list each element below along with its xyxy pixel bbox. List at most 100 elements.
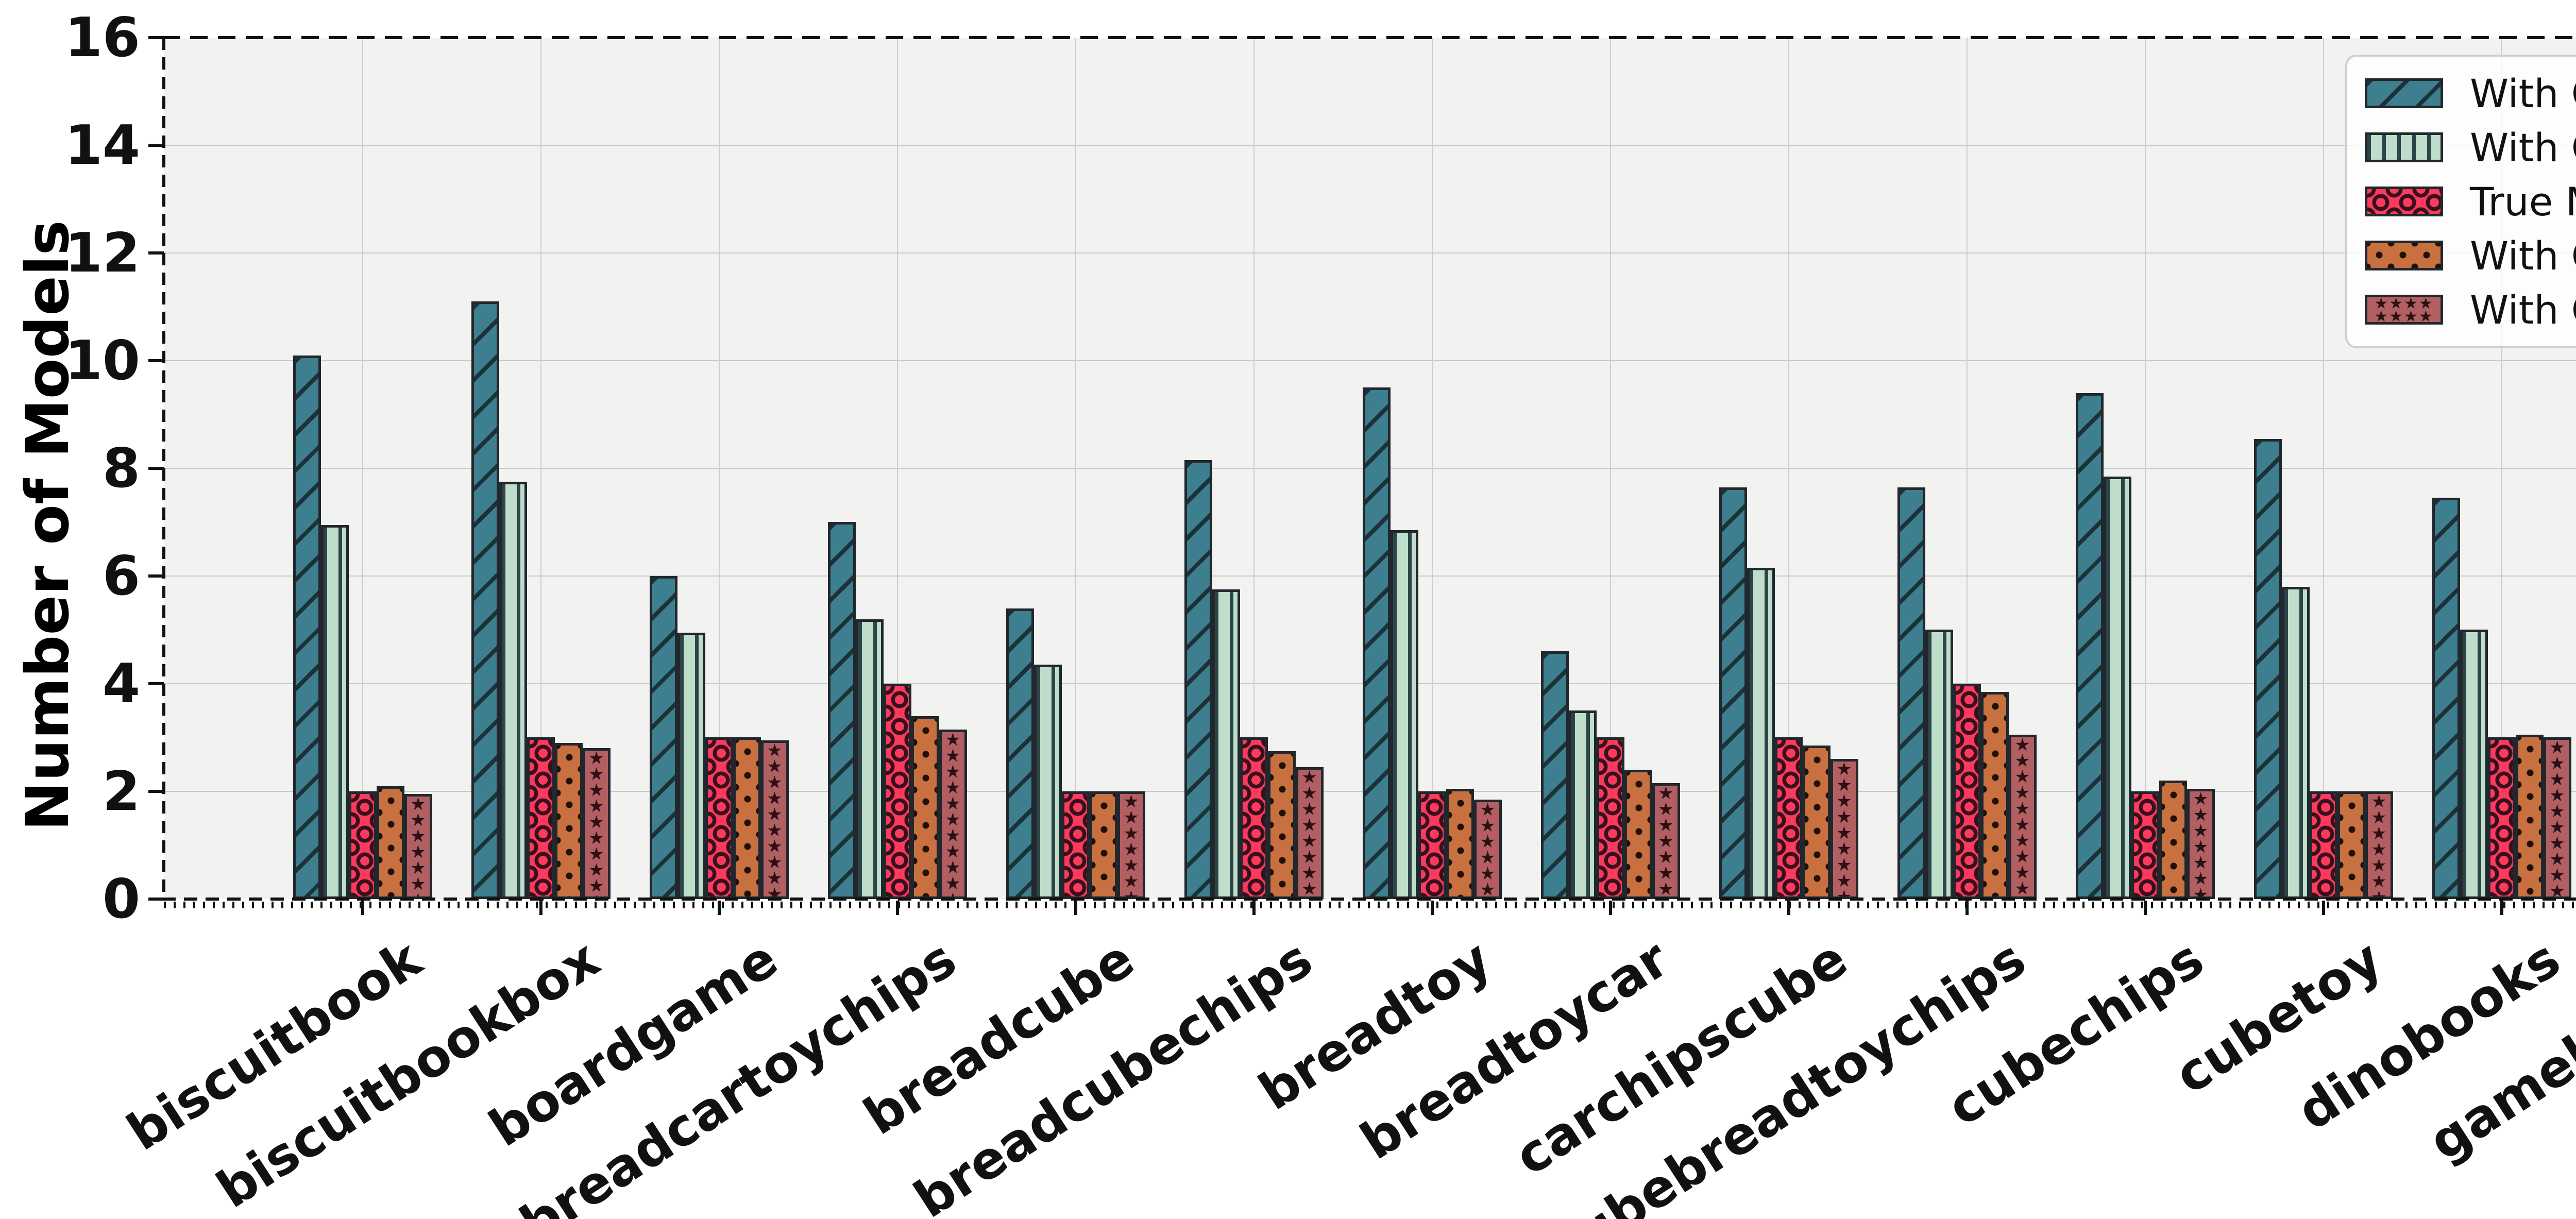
bar <box>705 737 733 899</box>
bar: ★★★★★★★★★★★★★★★★★★★★★★★★★★★★★★★★★★★★★★★★… <box>583 748 611 899</box>
x-axis-minor-ticks <box>164 902 2576 908</box>
plot-area: ★★★★★★ ★★★★★★★★★ ★★★★★★★★★★ ★★★★★★★★★★ ★★★★★… <box>164 38 2576 899</box>
x-tick-mark <box>1074 901 1077 915</box>
bar <box>1719 487 1747 899</box>
y-tick-mark <box>148 574 164 578</box>
gridline-vertical <box>1432 38 1433 899</box>
x-tick-mark <box>1965 901 1969 915</box>
bar <box>293 355 321 899</box>
bar <box>1446 789 1474 899</box>
gridline-vertical <box>540 38 541 899</box>
bar <box>1569 710 1597 899</box>
gridline-vertical <box>362 38 363 899</box>
bar <box>377 786 404 899</box>
bar: ★★★★★★★★★★★★★★★★★★★★★★★★★★★★★★★★★★★★★★★★… <box>404 794 432 899</box>
bar: ★★★★★★★★★★★★★★★★★★★★★★★★★★★★★★★★★★★★★★★★… <box>939 730 967 899</box>
bar: ★★★★★★★★★★★★★★★★★★★★★★★★★★★★★★★★★★★★★★★★… <box>1296 767 1324 899</box>
legend-swatch-star: ★★★★★★★★★★★★★★★★★★★★★★★★★★★★★★★★★★★★★★★★ <box>2365 295 2443 325</box>
legend-item: With Outlier - QuMF(SA) <box>2365 69 2576 118</box>
bar: ★★★★★★★★★★★★★★★★★★★★★★★★★★★★★★★★★★★★★★★★… <box>2544 737 2571 899</box>
bar: ★★★★★★★★★★★★★★★★★★★★★★★★★★★★★★★★★★★★★★★★… <box>2365 791 2393 899</box>
bottom-spine <box>162 898 2576 901</box>
gridline-vertical <box>2501 38 2502 899</box>
y-tick-label: 8 <box>102 437 140 500</box>
legend: With Outlier - QuMF(SA) With Outlier - De… <box>2345 55 2576 348</box>
bar <box>1391 530 1418 899</box>
gridline-vertical <box>1967 38 1968 899</box>
legend-label: With Outlier - DeQuMF(SA) <box>2470 124 2576 171</box>
x-tick-mark <box>896 901 899 915</box>
bar <box>1034 665 1062 899</box>
legend-swatch-/ <box>2365 78 2443 108</box>
bar <box>2310 791 2337 899</box>
x-tick-mark <box>2322 901 2325 915</box>
legend-item: True Models <box>2365 177 2576 226</box>
x-tick-mark <box>1431 901 1434 915</box>
bar <box>884 684 911 899</box>
bar <box>1897 487 1925 899</box>
bar <box>677 633 705 899</box>
bar <box>1597 737 1624 899</box>
bar <box>2104 477 2131 899</box>
gridline-vertical <box>2145 38 2146 899</box>
y-tick-mark <box>148 359 164 362</box>
bar <box>2254 439 2282 899</box>
legend-label: With Outlier - QuMF(SA) <box>2470 70 2576 116</box>
bar <box>1363 387 1391 899</box>
legend-label: With Outlier - De-RQuMF(SA) <box>2470 286 2576 333</box>
bar: ★★★★★★★★★★★★★★★★★★★★★★★★★★★★★★★★★★★★★★★★… <box>1831 759 1858 899</box>
x-tick-mark <box>2500 901 2503 915</box>
bar <box>2159 781 2187 899</box>
gridline-vertical <box>1610 38 1611 899</box>
bar <box>1624 770 1652 899</box>
gridline-horizontal <box>164 360 2576 361</box>
y-tick-mark <box>148 36 164 39</box>
y-tick-mark <box>148 251 164 255</box>
bar: ★★★★★★★★★★★★★★★★★★★★★★★★★★★★★★★★★★★★★★★★… <box>761 740 789 899</box>
bar <box>1240 737 1268 899</box>
bar <box>1953 684 1981 899</box>
bar <box>2460 630 2488 899</box>
legend-swatch-| <box>2365 132 2443 162</box>
bar <box>1090 791 1117 899</box>
bar <box>733 737 761 899</box>
bar <box>650 576 677 899</box>
bar <box>911 716 939 899</box>
legend-item: With Outlier - RQuMF(SA) <box>2365 231 2576 280</box>
legend-swatch-. <box>2365 241 2443 270</box>
bar <box>2488 737 2516 899</box>
x-tick-mark <box>718 901 721 915</box>
bar: ★★★★★★★★★★★★★★★★★★★★★★★★★★★★★★★★★★★★★★★★… <box>2187 789 2215 899</box>
gridline-horizontal <box>164 252 2576 253</box>
bar: ★★★★★★★★★★★★★★★★★★★★★★★★★★★★★★★★★★★★★★★★… <box>1117 791 1145 899</box>
y-tick-mark <box>148 898 164 901</box>
x-tick-mark <box>1609 901 1612 915</box>
gridline-vertical <box>1075 38 1076 899</box>
gridline-vertical <box>1788 38 1789 899</box>
legend-swatch-O <box>2365 187 2443 216</box>
bar <box>349 791 377 899</box>
legend-label: With Outlier - RQuMF(SA) <box>2470 232 2576 279</box>
bar <box>527 737 555 899</box>
bar <box>2516 735 2544 899</box>
y-tick-mark <box>148 790 164 793</box>
y-tick-label: 4 <box>102 652 140 715</box>
gridline-vertical <box>897 38 898 899</box>
x-tick-mark <box>361 901 364 915</box>
y-tick-mark <box>148 144 164 147</box>
gridline-vertical <box>1253 38 1255 899</box>
bar <box>1925 630 1953 899</box>
bar <box>2432 498 2460 899</box>
legend-label: True Models <box>2470 178 2576 225</box>
bar <box>1418 791 1446 899</box>
bar: ★★★★★★★★★★★★★★★★★★★★★★★★★★★★★★★★★★★★★★★★… <box>1652 783 1680 899</box>
bar <box>1541 651 1569 899</box>
bar <box>1006 608 1034 899</box>
y-tick-label: 10 <box>64 329 140 392</box>
bar: ★★★★★★★★★★★★★★★★★★★★★★★★★★★★★★★★★★★★★★★★… <box>1474 800 1502 899</box>
x-tick-mark <box>2144 901 2147 915</box>
bar <box>1184 460 1212 899</box>
bar <box>856 619 884 899</box>
bar <box>1981 692 2009 899</box>
